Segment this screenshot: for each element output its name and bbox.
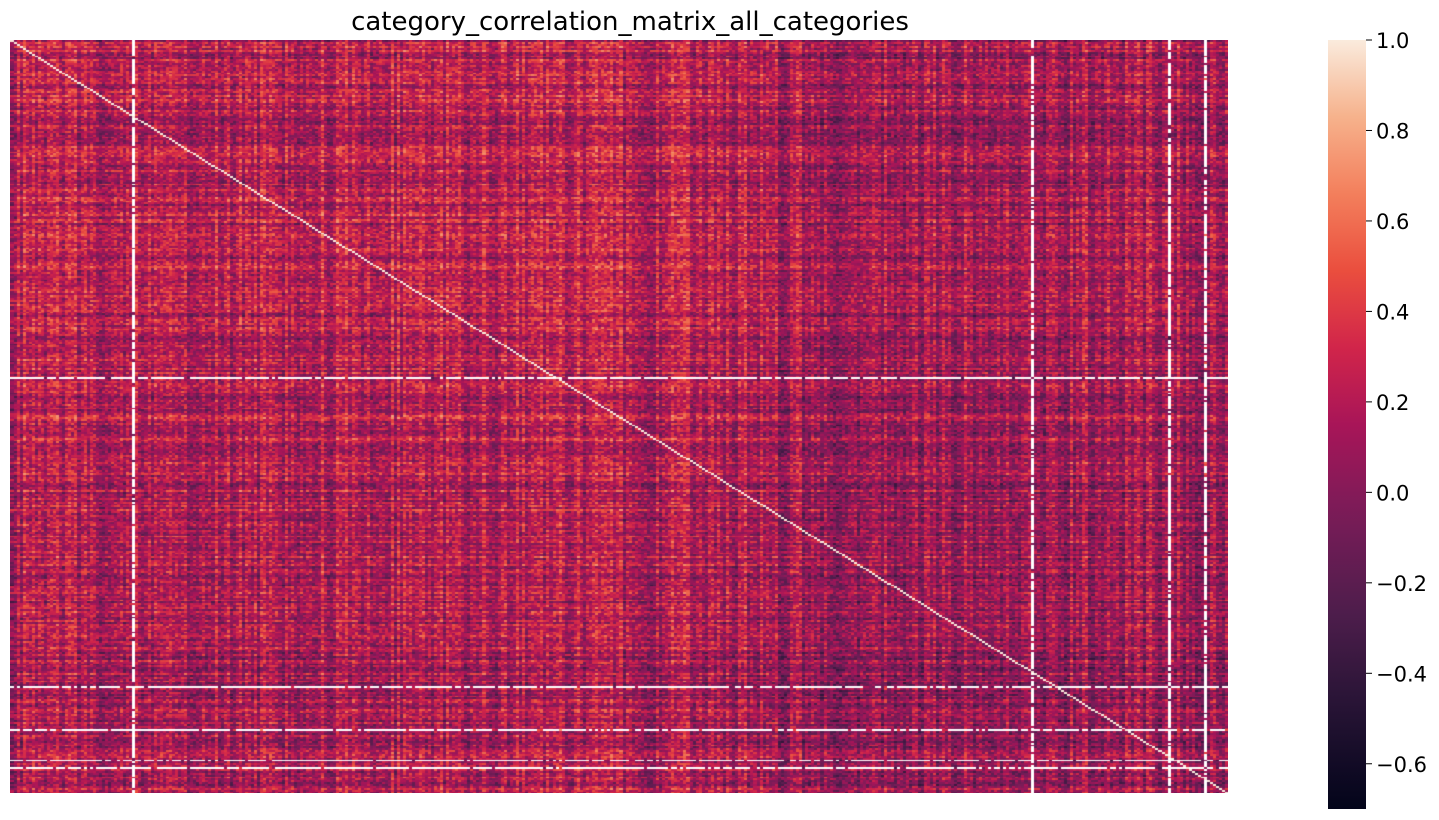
colorbar-tick-label: 0.2 xyxy=(1376,391,1409,415)
heatmap-cells xyxy=(10,40,1228,793)
chart-title: category_correlation_matrix_all_categori… xyxy=(351,7,909,37)
colorbar-tick-label: −0.6 xyxy=(1376,753,1427,777)
colorbar-tick-label: 1.0 xyxy=(1376,29,1409,53)
colorbar: 1.0 0.8 0.6 0.4 0.2 0.0 −0.2 −0.4 −0.6 xyxy=(1328,29,1427,809)
colorbar-tick-label: 0.4 xyxy=(1376,300,1409,324)
colorbar-tick-label: 0.8 xyxy=(1376,119,1409,143)
colorbar-gradient xyxy=(1328,40,1366,809)
colorbar-tick-label: 0.0 xyxy=(1376,481,1409,505)
colorbar-tick-label: −0.2 xyxy=(1376,572,1427,596)
colorbar-ticks: 1.0 0.8 0.6 0.4 0.2 0.0 −0.2 −0.4 −0.6 xyxy=(1366,29,1427,777)
colorbar-tick-label: 0.6 xyxy=(1376,210,1409,234)
colorbar-tick-label: −0.4 xyxy=(1376,662,1427,686)
